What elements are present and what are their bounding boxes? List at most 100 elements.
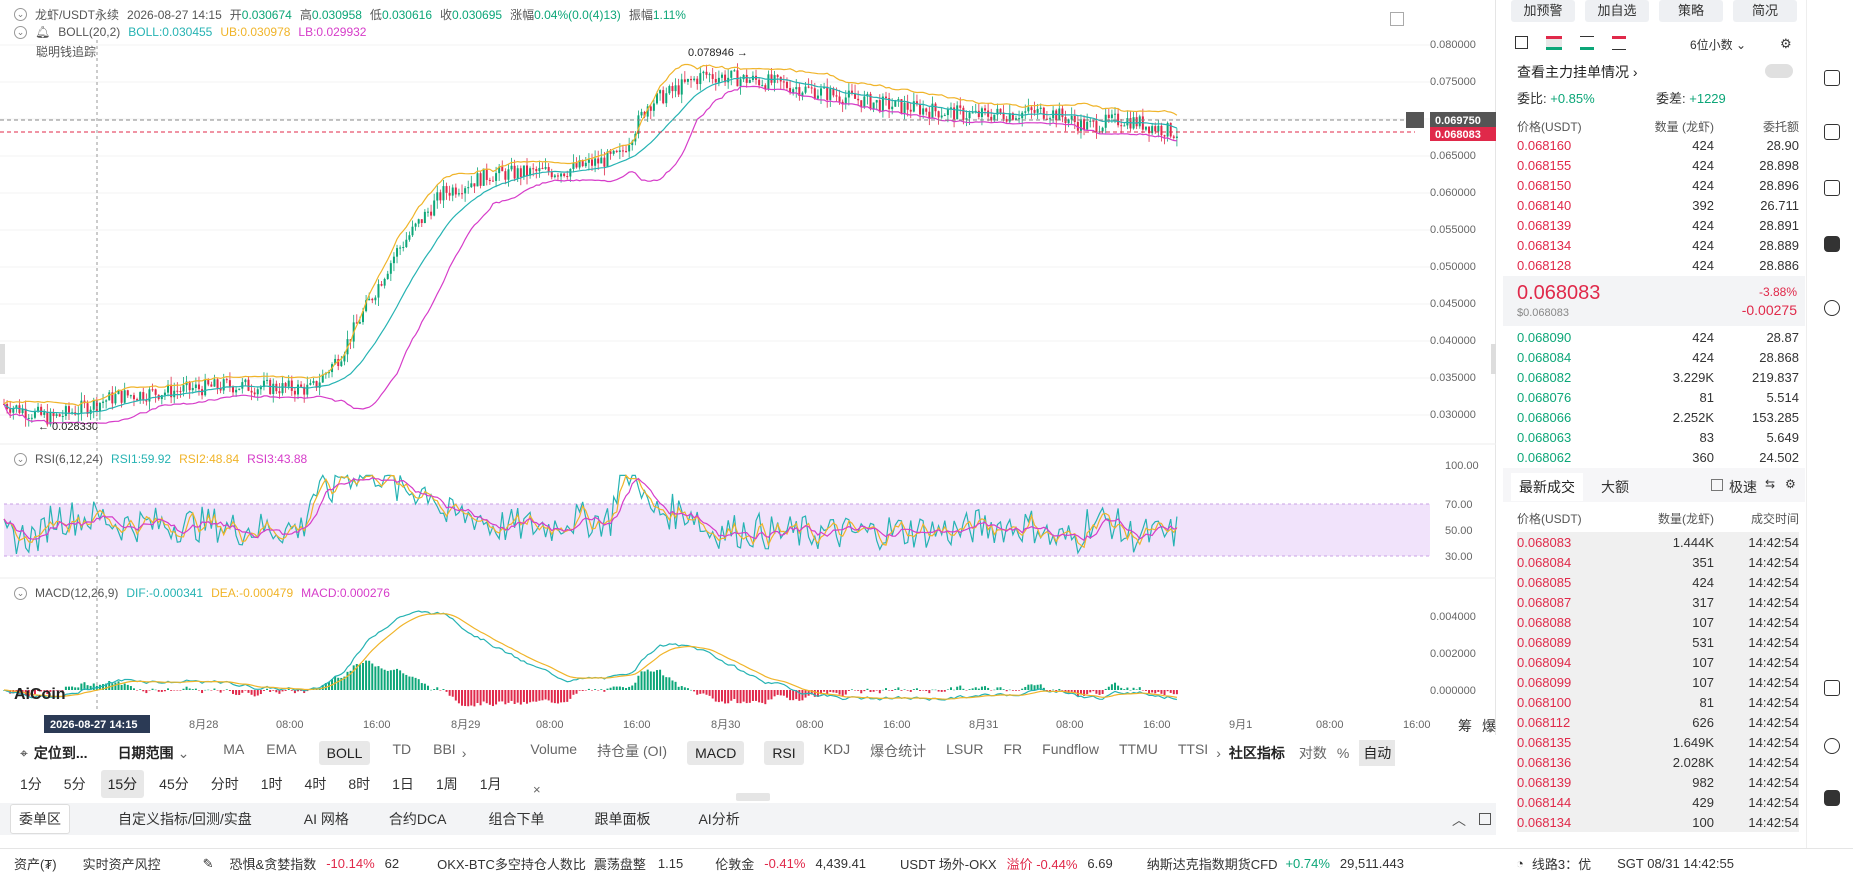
col-qty[interactable]: 数量 (龙虾) <box>1654 119 1714 134</box>
col-amount[interactable]: 委托额 <box>1762 119 1799 134</box>
settings-icon[interactable]: ⚙︎ <box>1785 477 1796 491</box>
trade-row[interactable]: 0.068084 351 14:42:54 <box>1517 552 1799 572</box>
interval-button[interactable]: 5分 <box>63 776 86 792</box>
headset-icon[interactable] <box>1824 738 1840 754</box>
ask-row[interactable]: 0.068150 424 28.896 <box>1517 175 1799 195</box>
more-icon[interactable]: › <box>1216 745 1221 761</box>
bid-row[interactable]: 0.068063 83 5.649 <box>1517 427 1799 447</box>
chip-button[interactable]: 筹 <box>1458 718 1472 734</box>
trade-row[interactable]: 0.068099 107 14:42:54 <box>1517 672 1799 692</box>
trade-row[interactable]: 0.068134 100 14:42:54 <box>1517 812 1799 832</box>
collapse-icon[interactable]: ⌄ <box>14 25 27 39</box>
interval-button[interactable]: 1月 <box>479 776 502 792</box>
ask-row[interactable]: 0.068140 392 26.711 <box>1517 195 1799 215</box>
bottom-tab[interactable]: 组合下单 <box>488 811 545 827</box>
trade-row[interactable]: 0.068112 626 14:42:54 <box>1517 712 1799 732</box>
ndx-label[interactable]: 纳斯达克指数期货CFD <box>1146 857 1278 872</box>
main-ind-ema[interactable]: EMA <box>266 741 297 757</box>
liq-button[interactable]: 爆 <box>1482 718 1496 734</box>
kline-chart[interactable]: 0.0800000.0750000.0700000.0650000.060000… <box>0 0 1496 735</box>
more-icon[interactable]: › <box>461 745 467 761</box>
interval-button[interactable]: 45分 <box>159 776 189 792</box>
trade-row[interactable]: 0.068094 107 14:42:54 <box>1517 652 1799 672</box>
ask-row[interactable]: 0.068139 424 28.891 <box>1517 215 1799 235</box>
main-orders-toggle[interactable] <box>1765 64 1793 78</box>
ask-row[interactable]: 0.068160 424 28.90 <box>1517 135 1799 155</box>
expand-icon[interactable]: ︿ <box>1452 812 1466 828</box>
tab-latest-trades[interactable]: 最新成交 <box>1511 473 1583 501</box>
trade-row[interactable]: 0.068083 1.444K 14:42:54 <box>1517 532 1799 552</box>
panel-button[interactable]: 策略 <box>1659 0 1723 22</box>
chevron-down-icon[interactable]: ⌄ <box>177 744 190 761</box>
sub-ind-item[interactable]: TTSI <box>1177 741 1209 757</box>
log-toggle[interactable]: 对数 <box>1298 745 1327 761</box>
risk-control[interactable]: 实时资产风控 <box>82 857 161 872</box>
grid-icon[interactable] <box>1824 70 1840 86</box>
tab-big-trades[interactable]: 大额 <box>1601 479 1629 495</box>
bid-row[interactable]: 0.068082 3.229K 219.837 <box>1517 367 1799 387</box>
sub-ind-item[interactable]: TTMU <box>1118 741 1158 757</box>
ask-row[interactable]: 0.068128 424 28.886 <box>1517 255 1799 275</box>
sub-ind-item[interactable]: FR <box>1003 741 1023 757</box>
panel-button[interactable]: 加预警 <box>1511 0 1575 22</box>
close-icon[interactable]: × <box>533 782 541 797</box>
main-ind-boll[interactable]: BOLL <box>318 741 371 765</box>
trade-row[interactable]: 0.068144 429 14:42:54 <box>1517 792 1799 812</box>
trade-row[interactable]: 0.068088 107 14:42:54 <box>1517 612 1799 632</box>
sub-ind-item[interactable]: MACD <box>687 741 745 765</box>
swap-icon[interactable] <box>1824 300 1840 316</box>
bottom-tab[interactable]: 跟单面板 <box>594 811 651 827</box>
bell-icon[interactable]: 🔔︎ <box>35 25 51 39</box>
ask-row[interactable]: 0.068155 424 28.898 <box>1517 155 1799 175</box>
interval-button[interactable]: 1周 <box>435 776 458 792</box>
bottom-tab[interactable]: 自定义指标/回测/实盘 <box>118 811 252 827</box>
date-range-button[interactable]: 日期范围 <box>117 745 174 761</box>
okx-label[interactable]: OKX-BTC多空持仓人数比 <box>437 857 586 872</box>
percent-toggle[interactable]: % <box>1336 745 1350 761</box>
interval-button[interactable]: 1分 <box>20 776 42 792</box>
sub-ind-item[interactable]: Volume <box>530 741 578 757</box>
bid-row[interactable]: 0.068084 424 28.868 <box>1517 347 1799 367</box>
layout-icon[interactable] <box>1824 680 1840 696</box>
bid-row[interactable]: 0.068090 424 28.87 <box>1517 327 1799 347</box>
panel-drag-handle[interactable] <box>736 793 770 801</box>
auto-toggle[interactable]: 自动 <box>1359 740 1396 766</box>
chat-icon[interactable] <box>1824 790 1840 806</box>
interval-button[interactable]: 8时 <box>348 776 371 792</box>
collapse-icon[interactable]: ⌄ <box>14 586 27 600</box>
sub-ind-item[interactable]: LSUR <box>946 741 984 757</box>
panel-button[interactable]: 加自选 <box>1585 0 1649 22</box>
sub-ind-item[interactable]: RSI <box>764 741 804 765</box>
robot-icon[interactable] <box>1824 236 1840 252</box>
chart-area[interactable]: 0.0800000.0750000.0700000.0650000.060000… <box>0 0 1496 735</box>
panel-button[interactable]: 简况 <box>1733 0 1797 22</box>
trade-row[interactable]: 0.068085 424 14:42:54 <box>1517 572 1799 592</box>
view-main-orders[interactable]: 查看主力挂单情况 › <box>1517 64 1638 80</box>
book-both-icon[interactable] <box>1546 36 1562 50</box>
fullscreen-icon[interactable] <box>1390 12 1404 26</box>
locate-button[interactable]: 定位到... <box>33 745 88 761</box>
collapse-icon[interactable]: ⌄ <box>14 8 27 21</box>
trade-row[interactable]: 0.068087 317 14:42:54 <box>1517 592 1799 612</box>
settings-icon[interactable]: ⚙︎ <box>1780 36 1792 51</box>
interval-button[interactable]: 1时 <box>260 776 283 792</box>
sub-ind-item[interactable]: 爆仓统计 <box>870 743 927 759</box>
interval-button[interactable]: 15分 <box>100 770 145 798</box>
trade-row[interactable]: 0.068135 1.649K 14:42:54 <box>1517 732 1799 752</box>
bid-row[interactable]: 0.068066 2.252K 153.285 <box>1517 407 1799 427</box>
bottom-tab[interactable]: 合约DCA <box>388 811 447 827</box>
interval-button[interactable]: 分时 <box>210 776 239 792</box>
precision-select[interactable]: 6位小数 ⌄ <box>1690 38 1747 52</box>
bottom-tab[interactable]: AI 网格 <box>303 811 349 827</box>
bottom-tab[interactable]: AI分析 <box>698 811 740 827</box>
book-bids-icon[interactable] <box>1580 36 1594 50</box>
sub-ind-item[interactable]: Fundflow <box>1042 741 1099 757</box>
interval-button[interactable]: 4时 <box>304 776 327 792</box>
popout-icon[interactable] <box>1515 36 1528 49</box>
interval-button[interactable]: 1日 <box>392 776 414 792</box>
col-qty[interactable]: 数量(龙虾) <box>1658 511 1714 526</box>
sub-ind-item[interactable]: 持仓量 (OI) <box>597 743 668 759</box>
trade-row[interactable]: 0.068089 531 14:42:54 <box>1517 632 1799 652</box>
popout-icon[interactable] <box>1479 813 1491 825</box>
edit-icon[interactable]: ✎ <box>202 855 214 871</box>
